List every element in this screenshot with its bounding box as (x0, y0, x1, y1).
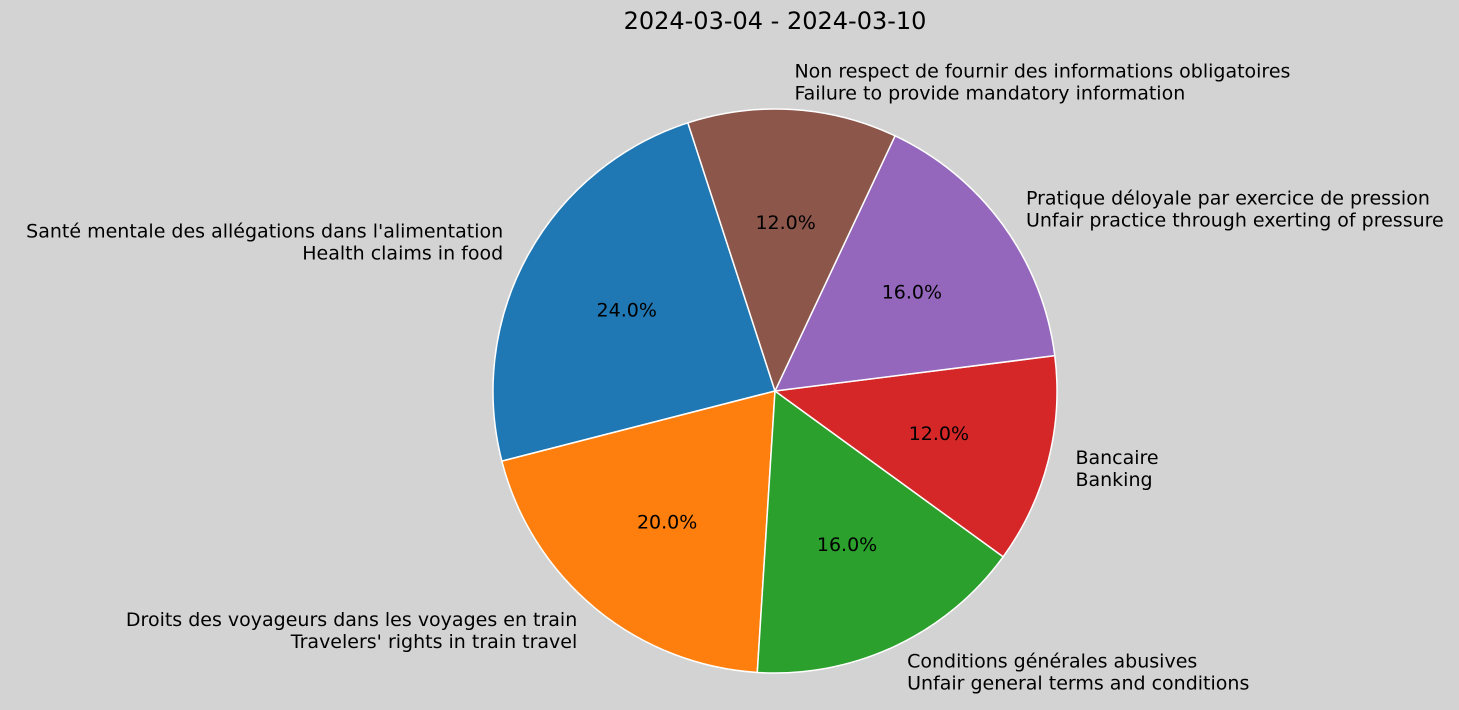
pie-slice (500, 390, 776, 674)
slice-category-label: Santé mentale des allégations dans l'ali… (26, 221, 503, 265)
slice-label-english: Banking (1075, 469, 1152, 491)
slice-label-english: Unfair practice through exerting of pres… (1026, 210, 1444, 232)
slice-label-english: Failure to provide mandatory information (794, 82, 1185, 104)
pie-slice (773, 354, 1058, 558)
pie-slice (756, 389, 1005, 674)
slice-percentage-label: 16.0% (817, 534, 877, 556)
slice-category-label: Bancaire Banking (1075, 447, 1158, 491)
slice-label-english: Travelers' rights in train travel (290, 631, 577, 653)
slice-percentage-label: 16.0% (882, 282, 942, 304)
slice-percentage-label: 24.0% (597, 299, 657, 321)
slice-percentage-label: 12.0% (755, 212, 815, 234)
slice-percentage-label: 12.0% (909, 423, 969, 445)
pie-slices (492, 108, 1058, 674)
slice-label-french: Non respect de fournir des informations … (794, 60, 1290, 82)
pie-slice (492, 121, 776, 463)
pie-slice (773, 134, 1056, 392)
slice-label-french: Pratique déloyale par exercice de pressi… (1026, 188, 1430, 210)
pie-slice (686, 108, 897, 394)
chart-title: 2024-03-04 - 2024-03-10 (624, 7, 927, 35)
slice-label-english: Health claims in food (302, 243, 503, 265)
slice-label-french: Conditions générales abusives (907, 651, 1197, 673)
percentage-labels: 24.0% 20.0% 16.0% 12.0% 16.0% 12.0% (597, 212, 970, 556)
slice-percentage-label: 20.0% (637, 511, 697, 533)
slice-labels: Santé mentale des allégations dans l'ali… (26, 60, 1444, 694)
slice-category-label: Droits des voyageurs dans les voyages en… (126, 609, 577, 653)
slice-label-french: Droits des voyageurs dans les voyages en… (126, 609, 577, 631)
slice-category-label: Conditions générales abusives Unfair gene… (907, 651, 1249, 695)
slice-category-label: Pratique déloyale par exercice de pressi… (1026, 188, 1444, 232)
slice-label-french: Santé mentale des allégations dans l'ali… (26, 221, 503, 243)
slice-label-french: Bancaire (1075, 447, 1158, 469)
slice-label-english: Unfair general terms and conditions (907, 673, 1249, 695)
slice-category-label: Non respect de fournir des informations … (794, 60, 1290, 104)
